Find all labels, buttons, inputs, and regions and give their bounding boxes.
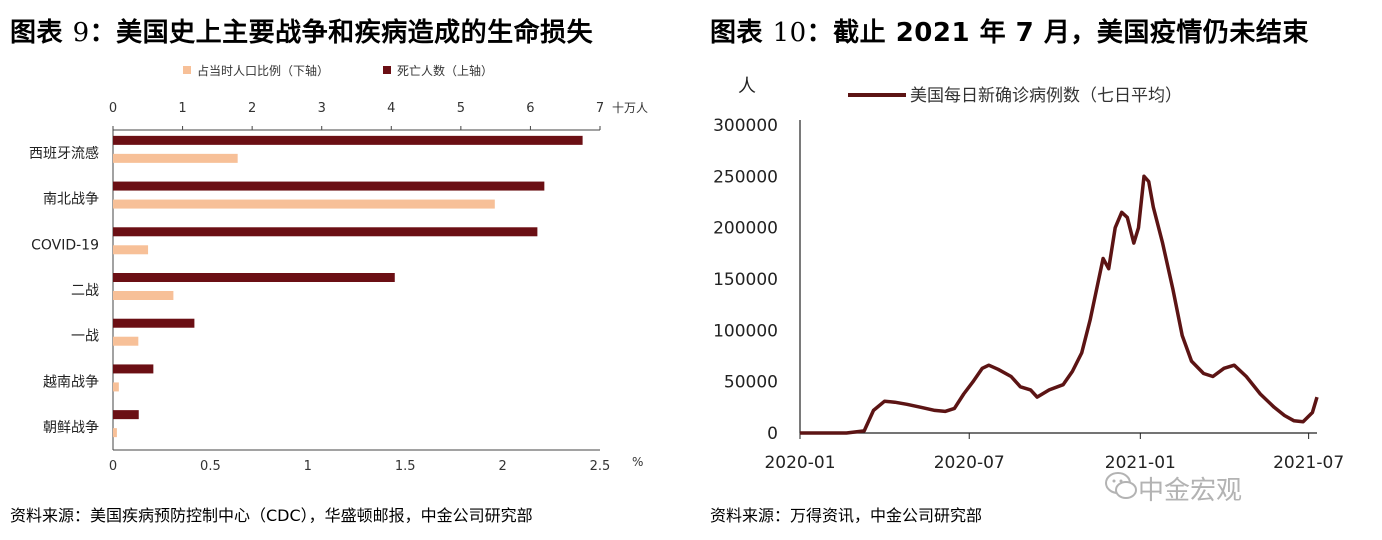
bar-population-share (113, 336, 139, 346)
line-legend: 美国每日新确诊病例数（七日平均） (848, 86, 1182, 106)
top-tick-label: 0 (109, 101, 117, 116)
left-source-note: 资料来源：美国疾病预防控制中心（CDC），华盛顿邮报，中金公司研究部 (10, 506, 533, 525)
legend-swatch (183, 66, 191, 74)
legend-swatch (383, 66, 391, 74)
y-tick-label: 300000 (713, 116, 778, 136)
top-tick-label: 1 (178, 101, 186, 116)
bar-deaths (113, 181, 545, 191)
left-figure-title: 图表 9：美国史上主要战争和疾病造成的生命损失 (10, 12, 593, 49)
x-tick-label: 2020-07 (934, 453, 1005, 473)
y-tick-label: 250000 (713, 167, 778, 187)
left-figure-panel: 图表 9：美国史上主要战争和疾病造成的生命损失 占当时人口比例（下轴） 死亡人数（… (0, 0, 690, 540)
bar-marks (113, 135, 583, 438)
left-title-text: ：美国史上主要战争和疾病造成的生命损失 (89, 18, 594, 48)
right-title-text: ：截止 2021 年 7 月，美国疫情仍未结束 (806, 18, 1309, 48)
top-tick-label: 5 (457, 101, 465, 116)
y-axis-unit: 人 (738, 76, 756, 97)
bar-deaths (113, 410, 139, 420)
series-line-daily-cases (800, 174, 1319, 435)
x-tick-label: 2020-01 (764, 453, 835, 473)
right-title-prefix: 图表 (710, 18, 773, 48)
right-source-note: 资料来源：万得资讯，中金公司研究部 (710, 506, 983, 525)
category-label: 南北战争 (43, 192, 99, 208)
y-tick-label: 150000 (713, 270, 778, 290)
category-label: 二战 (71, 283, 99, 299)
line-marks (800, 174, 1319, 435)
bottom-tick-label: 2 (498, 459, 506, 474)
legend-label: 美国每日新确诊病例数（七日平均） (910, 86, 1182, 106)
category-label: 朝鲜战争 (43, 420, 99, 436)
bar-deaths (113, 273, 395, 282)
bottom-tick-label: 0 (109, 459, 117, 474)
bottom-tick-label: 2.5 (590, 459, 611, 474)
y-tick-label: 200000 (713, 219, 778, 239)
right-figure-panel: 图表 10：截止 2021 年 7 月，美国疫情仍未结束 美国每日新确诊病例数（… (700, 0, 1382, 540)
wechat-icon (1105, 472, 1137, 499)
bar-deaths (113, 135, 583, 145)
bar-population-share (113, 382, 119, 392)
left-title-number: 9 (72, 18, 90, 48)
left-title-prefix: 图表 (10, 18, 73, 48)
right-figure-title: 图表 10：截止 2021 年 7 月，美国疫情仍未结束 (710, 12, 1309, 49)
bar-population-share (113, 245, 149, 255)
right-title-number: 10 (772, 18, 807, 48)
top-tick-label: 6 (526, 101, 534, 116)
bar-deaths (113, 364, 154, 374)
line-axes: 人 0 50000 100000 150000 200000 250000 300000 202… (713, 76, 1344, 473)
legend-label: 死亡人数（上轴） (397, 63, 493, 78)
category-label: 越南战争 (43, 374, 99, 390)
bottom-axis-unit: % (632, 455, 643, 469)
watermark-text: 中金宏观 (1138, 476, 1243, 506)
top-axis-unit: 十万人 (612, 101, 648, 115)
bar-population-share (113, 428, 117, 438)
bottom-tick-label: 1.5 (395, 459, 416, 474)
y-tick-label: 0 (767, 424, 778, 444)
top-axis: 0 1 2 3 4 5 6 7 十万人 (109, 101, 648, 131)
top-tick-label: 3 (318, 101, 326, 116)
line-chart: 美国每日新确诊病例数（七日平均） 人 0 50000 100000 150000 2000… (713, 76, 1344, 473)
bar-deaths (113, 318, 195, 328)
bar-chart: 占当时人口比例（下轴） 死亡人数（上轴） 0 1 2 3 4 5 6 7 十万人 0 0.5 1 1.5… (29, 63, 648, 474)
top-tick-label: 4 (387, 101, 395, 116)
bar-population-share (113, 291, 174, 300)
category-label: COVID-19 (31, 237, 99, 253)
legend-label: 占当时人口比例（下轴） (197, 63, 329, 78)
x-tick-label: 2021-07 (1273, 453, 1344, 473)
y-tick-label: 100000 (713, 321, 778, 341)
category-label: 西班牙流感 (29, 145, 99, 162)
bottom-tick-label: 1 (304, 459, 312, 474)
bar-deaths (113, 227, 538, 237)
top-tick-label: 2 (248, 101, 256, 116)
top-tick-label: 7 (596, 101, 604, 116)
bottom-axis: 0 0.5 1 1.5 2 2.5% (109, 130, 643, 474)
x-tick-label: 2021-01 (1105, 453, 1176, 473)
bar-legend: 占当时人口比例（下轴） 死亡人数（上轴） (183, 63, 493, 78)
category-label: 一战 (71, 329, 99, 345)
bar-population-share (113, 153, 238, 163)
bar-population-share (113, 199, 495, 209)
bottom-tick-label: 0.5 (200, 459, 221, 474)
y-tick-label: 50000 (724, 373, 778, 393)
